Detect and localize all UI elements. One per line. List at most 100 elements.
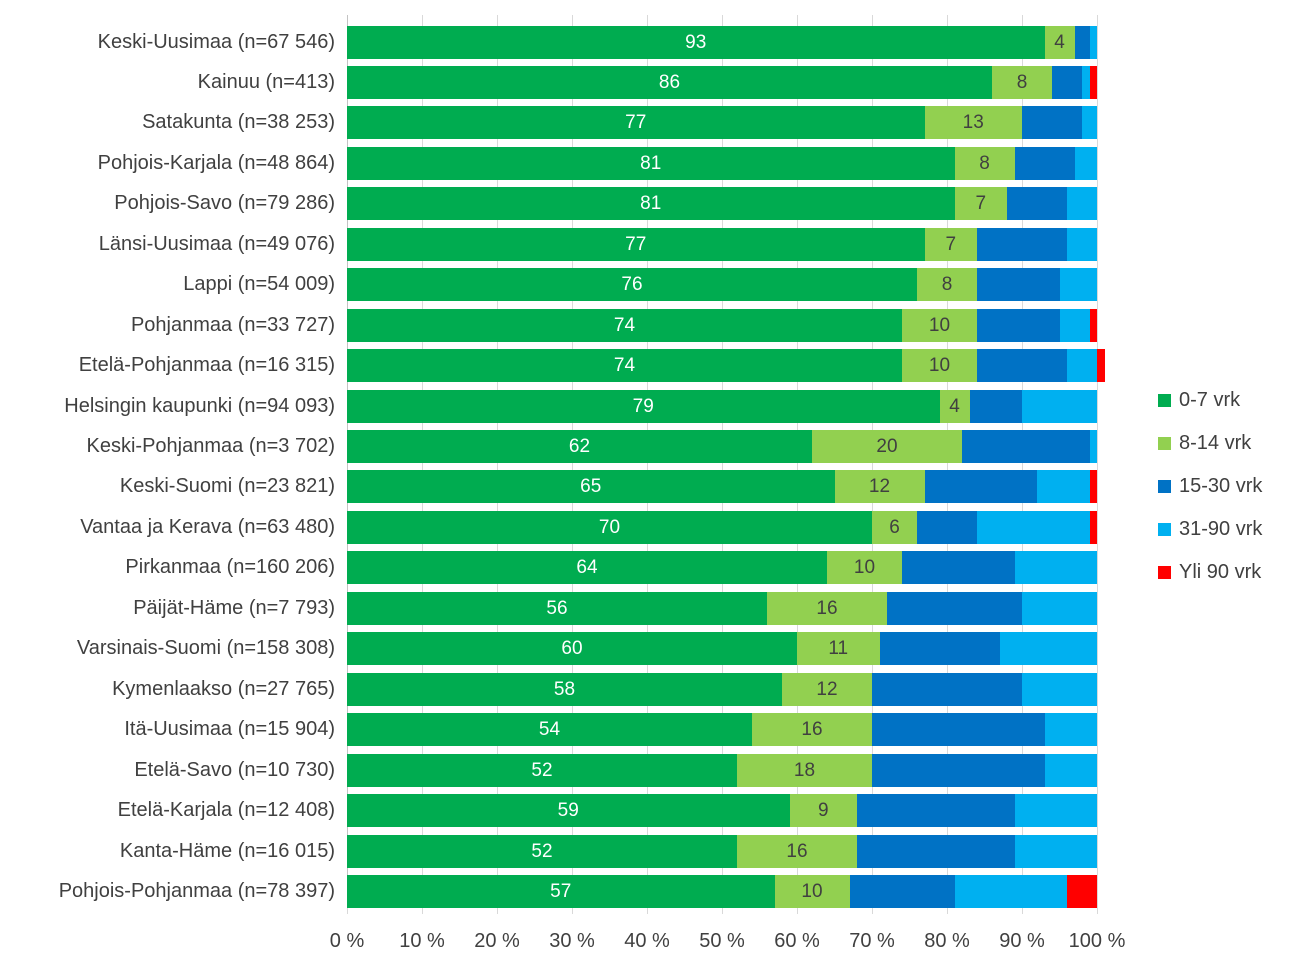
bar-segment-31-90-vrk	[1089, 26, 1097, 59]
bar-value-label: 81	[640, 193, 662, 214]
axis-tick	[797, 908, 798, 914]
bar-segment-31-90-vrk	[1044, 754, 1097, 787]
bar-segment-15-30-vrk	[849, 875, 955, 908]
legend-item-0-7-vrk: 0-7 vrk	[1158, 387, 1262, 413]
bar-segment-8-14-vrk: 4	[939, 390, 970, 423]
bar-segment-31-90-vrk	[1059, 268, 1097, 301]
bar-value-label: 8	[941, 274, 953, 295]
bar-segment-0-7-vrk: 81	[347, 187, 955, 220]
axis-tick	[647, 908, 648, 914]
bar-segment-8-14-vrk: 13	[924, 106, 1022, 139]
category-label: Päijät-Häme (n=7 793)	[133, 597, 335, 619]
category-label: Kainuu (n=413)	[197, 71, 335, 93]
bar-row: 77 7	[347, 228, 1097, 261]
bar-segment-0-7-vrk: 64	[347, 551, 827, 584]
category-label: Etelä-Savo (n=10 730)	[134, 759, 335, 781]
bar-segment-31-90-vrk	[1022, 592, 1097, 625]
bar-segment-15-30-vrk	[1022, 106, 1082, 139]
legend-label: 8-14 vrk	[1179, 431, 1252, 454]
bar-row: 79 4	[347, 390, 1097, 423]
x-tick-label: 50 %	[699, 930, 745, 952]
bar-segment-8-14-vrk: 10	[902, 309, 977, 342]
bar-segment-31-90-vrk	[1067, 187, 1097, 220]
axis-tick	[1022, 908, 1023, 914]
bar-segment-8-14-vrk: 8	[954, 147, 1015, 180]
bar-value-label: 16	[816, 598, 838, 619]
bar-value-label: 54	[538, 719, 561, 740]
bar-segment-0-7-vrk: 74	[347, 349, 902, 382]
bar-value-label: 58	[553, 679, 576, 700]
bar-segment-15-30-vrk	[924, 470, 1037, 503]
bar-segment-yli-90-vrk	[1089, 309, 1097, 342]
category-label: Varsinais-Suomi (n=158 308)	[76, 637, 335, 659]
bar-segment-0-7-vrk: 77	[347, 228, 925, 261]
category-label: Pohjois-Karjala (n=48 864)	[97, 152, 335, 174]
bar-value-label: 77	[625, 112, 647, 133]
bar-value-label: 57	[550, 881, 572, 902]
bar-segment-8-14-vrk: 9	[789, 794, 857, 827]
bar-segment-15-30-vrk	[917, 511, 977, 544]
bar-value-label: 4	[949, 396, 960, 417]
legend-swatch-icon	[1158, 436, 1171, 450]
legend-label: Yli 90 vrk	[1179, 560, 1262, 583]
bar-value-label: 11	[828, 638, 849, 659]
category-label: Kanta-Häme (n=16 015)	[119, 840, 335, 862]
bar-segment-8-14-vrk: 6	[872, 511, 917, 544]
x-tick-label: 70 %	[849, 930, 895, 952]
category-label: Pohjanmaa (n=33 727)	[130, 314, 335, 336]
bar-segment-yli-90-vrk	[1089, 470, 1097, 503]
bar-value-label: 62	[568, 436, 591, 457]
legend-label: 15-30 vrk	[1179, 474, 1263, 497]
bar-row: 74 10	[347, 349, 1105, 382]
bar-segment-8-14-vrk: 8	[917, 268, 977, 301]
legend-item-31-90-vrk: 31-90 vrk	[1158, 516, 1262, 542]
category-label: Keski-Uusimaa (n=67 546)	[97, 31, 335, 53]
bar-value-label: 12	[868, 476, 891, 497]
bar-segment-yli-90-vrk	[1097, 349, 1105, 382]
category-label: Helsingin kaupunki (n=94 093)	[64, 395, 335, 417]
bar-segment-0-7-vrk: 76	[347, 268, 917, 301]
bar-value-label: 7	[945, 234, 957, 255]
bar-segment-15-30-vrk	[1052, 66, 1082, 99]
bar-value-label: 10	[853, 557, 876, 578]
bar-segment-8-14-vrk: 10	[902, 349, 977, 382]
bar-segment-15-30-vrk	[857, 835, 1015, 868]
bar-segment-0-7-vrk: 59	[347, 794, 790, 827]
bar-row: 59 9	[347, 794, 1097, 827]
x-tick-label: 0 %	[329, 930, 365, 952]
bar-segment-0-7-vrk: 52	[347, 754, 737, 787]
bar-segment-31-90-vrk	[954, 875, 1067, 908]
category-label: Satakunta (n=38 253)	[142, 111, 335, 133]
bar-segment-31-90-vrk	[1037, 470, 1090, 503]
bar-segment-15-30-vrk	[872, 673, 1022, 706]
bar-segment-31-90-vrk	[1014, 794, 1097, 827]
bar-value-label: 56	[546, 598, 568, 619]
legend-swatch-icon	[1158, 393, 1171, 407]
x-axis: 0 % 10 % 20 % 30 % 40 % 50 % 60 % 70 % 80 % 90 % 1…	[330, 930, 1126, 960]
legend-label: 0-7 vrk	[1179, 388, 1241, 411]
bar-value-label: 16	[786, 841, 808, 862]
bar-value-label: 16	[801, 719, 823, 740]
axis-tick	[347, 908, 348, 914]
x-tick-label: 60 %	[774, 930, 820, 952]
axis-tick	[497, 908, 498, 914]
bar-row: 76 8	[347, 268, 1097, 301]
bar-value-label: 12	[816, 679, 838, 700]
bar-segment-31-90-vrk	[1082, 106, 1097, 139]
gridline	[1097, 15, 1098, 908]
bar-segment-0-7-vrk: 57	[347, 875, 775, 908]
category-label: Länsi-Uusimaa (n=49 076)	[98, 233, 335, 255]
bar-row: 70 6	[347, 511, 1097, 544]
legend: 0-7 vrk 8-14 vrk 15-30 vrk 31-90 vrk Yli 90 …	[1158, 387, 1262, 602]
bar-row: 54 16	[347, 713, 1097, 746]
bar-value-label: 79	[632, 396, 654, 417]
bar-segment-8-14-vrk: 8	[992, 66, 1052, 99]
bar-value-label: 52	[531, 760, 553, 781]
bar-segment-15-30-vrk	[977, 268, 1060, 301]
bar-segment-0-7-vrk: 86	[347, 66, 992, 99]
bar-row: 81 7	[347, 187, 1097, 220]
bar-value-label: 86	[658, 72, 681, 93]
legend-swatch-icon	[1158, 522, 1171, 536]
bar-segment-0-7-vrk: 70	[347, 511, 872, 544]
